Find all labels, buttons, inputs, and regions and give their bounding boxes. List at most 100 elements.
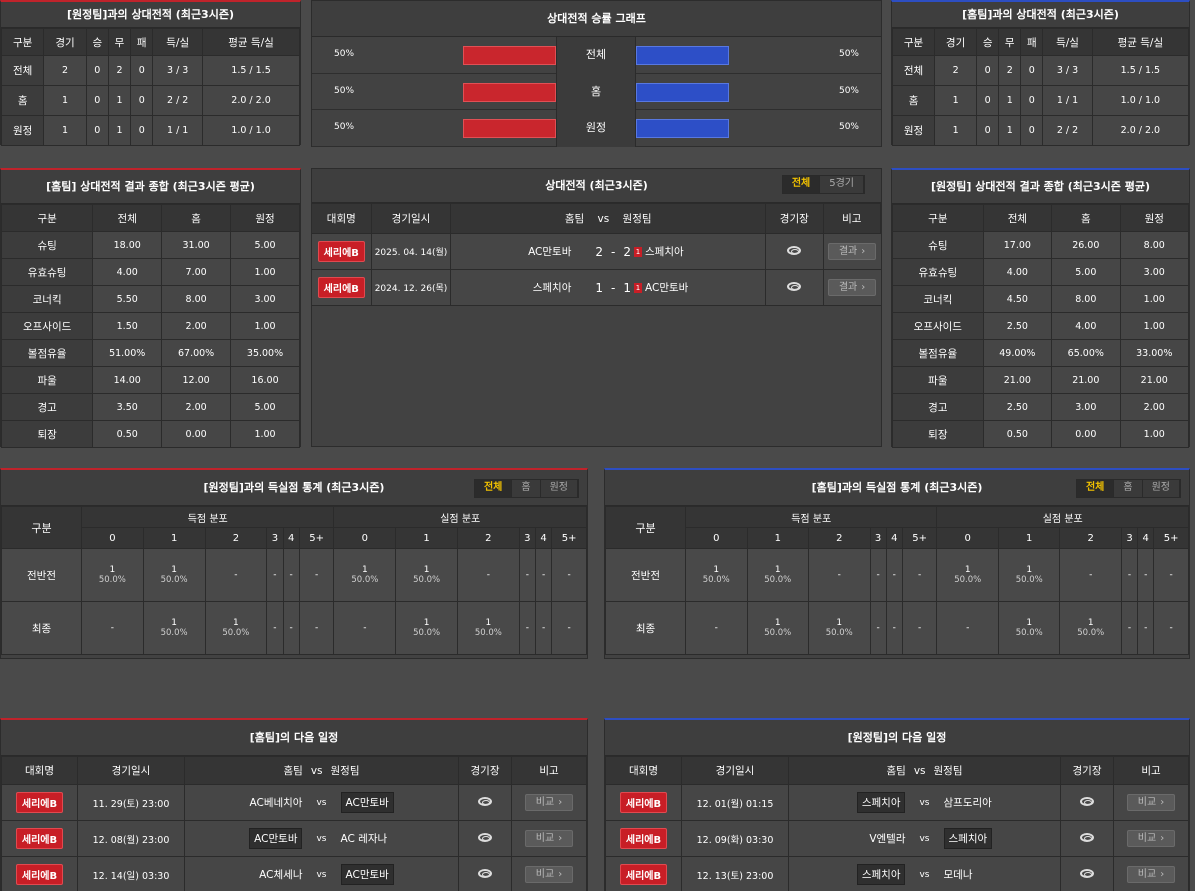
stadium-cell (458, 784, 512, 821)
cell: 5.50 (92, 285, 163, 313)
stadium-icon[interactable] (478, 868, 492, 878)
panel-title: [원정팀]과의 상대전적 (최근3시즌) (1, 2, 300, 28)
note-cell: 결과 › (822, 233, 881, 270)
cell: 5.00 (1051, 258, 1121, 286)
table-row: 유효슈팅 4.00 5.00 3.00 (892, 258, 1190, 286)
tab-5games[interactable]: 5경기 (820, 176, 864, 193)
compare-button[interactable]: 비교 › (1127, 830, 1175, 847)
league-badge: 세리에B (15, 864, 64, 885)
league-cell: 세리에B (312, 233, 372, 270)
compare-button[interactable]: 비교 › (1127, 794, 1175, 811)
col-header: 비고 (822, 203, 882, 234)
stadium-icon[interactable] (787, 245, 802, 255)
dist-cell: 1 50.0% (1059, 601, 1122, 655)
stadium-icon[interactable] (478, 832, 492, 842)
compare-button[interactable]: 비교 › (525, 794, 573, 811)
stadium-icon[interactable] (787, 281, 802, 291)
tab-all[interactable]: 전체 (474, 480, 513, 497)
result-button[interactable]: 결과 › (828, 243, 877, 260)
compare-button[interactable]: 비교 › (525, 830, 573, 847)
dist-cell: 1 50.0% (997, 601, 1061, 655)
percent: 50.0% (351, 575, 379, 585)
table-row: 유효슈팅 4.00 7.00 1.00 (0, 258, 300, 286)
panel-title: [홈팀]의 다음 일정 (1, 720, 587, 756)
header-row: 구분 득점 분포 실점 분포 (605, 506, 1189, 549)
stadium-icon[interactable] (1080, 868, 1094, 878)
cell: 2.0 / 2.0 (202, 85, 300, 116)
header-away: 원정팀 (933, 765, 963, 777)
row-label: 홈 (0, 85, 45, 116)
tab-home[interactable]: 홈 (512, 480, 541, 497)
dist-cell: 1 50.0% (746, 601, 809, 655)
tab-away[interactable]: 원정 (540, 480, 578, 497)
dist-cell: - (204, 548, 268, 602)
vs-label: vs (919, 797, 930, 808)
count: 1 (423, 618, 430, 628)
summary-home-panel: [홈팀] 상대전적 결과 종합 (최근3시즌 평균) 구분 전체 홈 원정 슈팅 18.0… (0, 168, 301, 448)
tab-away[interactable]: 원정 (1142, 480, 1180, 497)
compare-button[interactable]: 비교 › (1127, 866, 1175, 883)
dist-cell: - (551, 601, 587, 655)
row-label: 퇴장 (892, 420, 984, 448)
summary-away-panel: [원정팀] 상대전적 결과 종합 (최근3시즌 평균) 구분 전체 홈 원정 슈팅 17.… (891, 168, 1190, 448)
row-label: 오프사이드 (892, 312, 984, 340)
match-row: 세리에B 2024. 12. 26(목) 스페치아 1-1 1 AC만토바 결과 › (312, 269, 881, 306)
col-header: 전체 (92, 204, 163, 232)
stadium-icon[interactable] (478, 796, 492, 806)
goals-tabs: 전체 홈 원정 (1075, 479, 1181, 498)
count: 1 (1026, 565, 1033, 575)
header-row: 대회명 경기일시 홈팀 vs 원정팀 경기장 비고 (1, 756, 587, 785)
date-cell: 2025. 04. 14(월) (370, 233, 452, 270)
dist-cell: 1 50.0% (685, 548, 748, 602)
bucket-header: 5+ (551, 527, 587, 549)
col-header: 홈 (1051, 204, 1121, 232)
cell: 0 (85, 85, 109, 116)
row-label: 오프사이드 (0, 312, 94, 340)
dist-cell: - (885, 601, 903, 655)
tab-home[interactable]: 홈 (1114, 480, 1143, 497)
bucket-header: 5+ (901, 527, 938, 549)
schedule-row: 세리에B 12. 09(화) 03:30 V엔텔라 vs 스페치아 비교 › (605, 820, 1189, 857)
scored-header: 득점 분포 (684, 506, 938, 528)
result-button[interactable]: 결과 › (828, 279, 877, 296)
cell: 1.0 / 1.0 (202, 115, 300, 146)
right-percent: 50% (838, 85, 859, 96)
bucket-header: 1 (746, 527, 809, 549)
dist-cell: - (282, 548, 300, 602)
left-percent: 50% (334, 122, 355, 132)
home-team: AC만토바 (192, 828, 303, 849)
chevron-right-icon: › (1160, 797, 1165, 808)
away-team: 삼프도리아 (944, 795, 1054, 810)
table-row: 최종 -1 50.0% 1 50.0% - - - -1 50.0% 1 50.0% - - - (605, 601, 1189, 655)
stadium-icon[interactable] (1080, 832, 1094, 842)
stadium-icon[interactable] (1080, 796, 1094, 806)
cell: 1 (998, 115, 1022, 146)
dist-cell: - (1153, 548, 1189, 602)
dist-cell: 1 50.0% (395, 601, 458, 655)
row-label: 원정 (891, 115, 936, 146)
bucket-row: 0 1 2 3 4 5+ 0 1 2 3 4 5+ (606, 527, 1189, 549)
col-header: 경기 (934, 28, 978, 56)
cell: 16.00 (230, 366, 300, 394)
cell: 65.00% (1051, 339, 1121, 367)
table-row: 경고 2.50 3.00 2.00 (892, 393, 1190, 421)
count: 1 (1087, 618, 1094, 628)
tab-all[interactable]: 전체 (1076, 480, 1115, 497)
away-team: AC만토바 (340, 792, 451, 813)
league-badge: 세리에B (15, 828, 64, 849)
cell: 21.00 (1051, 366, 1121, 394)
cell: 1.50 (92, 312, 163, 340)
goals-table: 구분 득점 분포 실점 분포 0 1 2 3 4 5+ 0 1 2 3 4 5+ 전반전 1 50.0% 1 50.0… (1, 506, 587, 655)
compare-button-label: 비교 (1137, 797, 1157, 808)
tab-all[interactable]: 전체 (782, 176, 821, 193)
teams-cell: 스페치아 vs 삼프도리아 (788, 784, 1061, 821)
dist-cell: - (333, 601, 397, 655)
note-cell: 비교 › (511, 820, 587, 857)
away-team: 모데나 (944, 867, 1054, 882)
dist-cell: 1 50.0% (997, 548, 1061, 602)
home-team: 스페치아 (532, 282, 572, 294)
dist-cell: 1 50.0% (81, 548, 144, 602)
compare-button[interactable]: 비교 › (525, 866, 573, 883)
dist-cell: - (298, 601, 335, 655)
cell: 1.00 (1119, 285, 1190, 313)
